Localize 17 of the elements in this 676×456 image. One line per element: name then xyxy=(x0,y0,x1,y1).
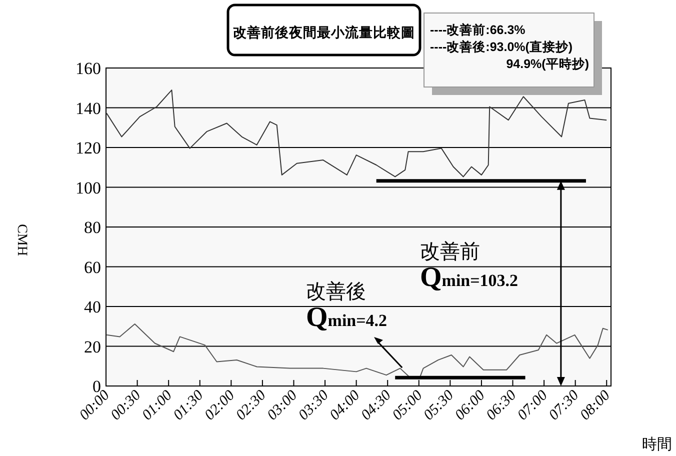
text: ----改善後:93.0%(直接抄) xyxy=(430,39,573,54)
y-tick-label: 20 xyxy=(84,337,101,356)
title: 改善前後夜間最小流量比較圖 xyxy=(226,4,422,56)
y-tick-label: 100 xyxy=(76,178,101,198)
x-axis-title: 時間 xyxy=(642,436,672,453)
y-tick-label: 80 xyxy=(84,218,101,237)
y-tick-label: 160 xyxy=(76,59,101,78)
annotation: 改善前 Qmin=103.2 xyxy=(420,240,518,293)
text: ----改善前:66.3% xyxy=(430,22,526,37)
annotation: 94.9%(平時抄) xyxy=(506,57,589,71)
y-axis-title: CMH xyxy=(14,224,29,256)
y-tick-label: 140 xyxy=(76,98,101,118)
y-tick-label: 120 xyxy=(76,138,101,158)
chart-title: 改善前後夜間最小流量比較圖 xyxy=(233,24,415,40)
annotation: 改善後 Qmin=4.2 xyxy=(306,280,388,333)
y-tick-label: 60 xyxy=(84,258,101,277)
y-tick-label: 40 xyxy=(84,298,101,316)
